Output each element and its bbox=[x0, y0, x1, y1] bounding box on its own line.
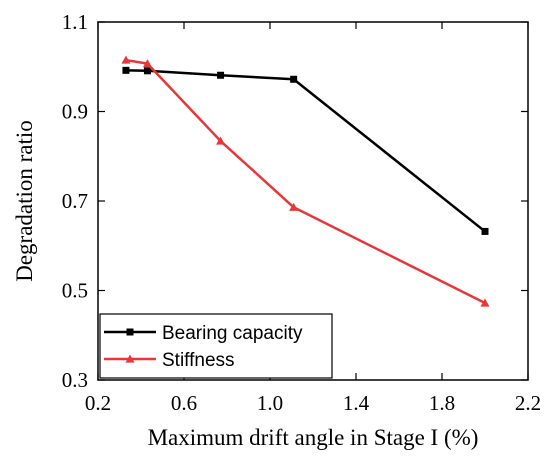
axis-ticks: 0.2 0.6 1.0 1.4 1.8 2.2 0.3 0.5 0.7 0.9 1.1 bbox=[62, 10, 541, 415]
x-tick-label: 1.8 bbox=[429, 391, 455, 415]
legend-box bbox=[99, 313, 333, 379]
x-tick-label: 2.2 bbox=[515, 391, 541, 415]
series-layer bbox=[121, 55, 490, 307]
legend-marker-stiffness bbox=[125, 354, 135, 363]
y-tick-label: 0.3 bbox=[62, 368, 88, 392]
y-tick-label: 0.9 bbox=[62, 100, 88, 124]
data-point-bearing-capacity bbox=[481, 227, 489, 235]
data-point-bearing-capacity bbox=[290, 75, 298, 83]
series-line-stiffness bbox=[125, 58, 486, 305]
legend-label-stiffness: Stiffness bbox=[162, 350, 235, 371]
x-tick-label: 0.6 bbox=[171, 391, 197, 415]
legend-marker-bearing-capacity bbox=[126, 328, 134, 336]
y-tick-label: 0.7 bbox=[62, 189, 88, 213]
data-point-stiffness bbox=[289, 202, 299, 211]
y-tick-label: 1.1 bbox=[62, 10, 88, 34]
x-tick-label: 0.2 bbox=[85, 391, 111, 415]
legend-label-bearing-capacity: Bearing capacity bbox=[162, 323, 303, 344]
data-point-bearing-capacity bbox=[217, 71, 225, 79]
y-axis-title: Degradation ratio bbox=[12, 120, 37, 282]
data-point-stiffness bbox=[216, 136, 226, 145]
data-point-bearing-capacity bbox=[122, 66, 130, 74]
x-tick-label: 1.0 bbox=[257, 391, 283, 415]
x-tick-label: 1.4 bbox=[343, 391, 370, 415]
data-point-stiffness bbox=[480, 298, 490, 307]
y-tick-label: 0.5 bbox=[62, 279, 88, 303]
data-point-stiffness bbox=[121, 55, 131, 64]
data-point-stiffness bbox=[142, 59, 152, 68]
legend: Bearing capacity Stiffness bbox=[99, 313, 333, 379]
x-axis-title: Maximum drift angle in Stage I (%) bbox=[148, 425, 479, 450]
series-line-bearing-capacity bbox=[125, 69, 486, 233]
data-point-bearing-capacity bbox=[143, 67, 151, 75]
